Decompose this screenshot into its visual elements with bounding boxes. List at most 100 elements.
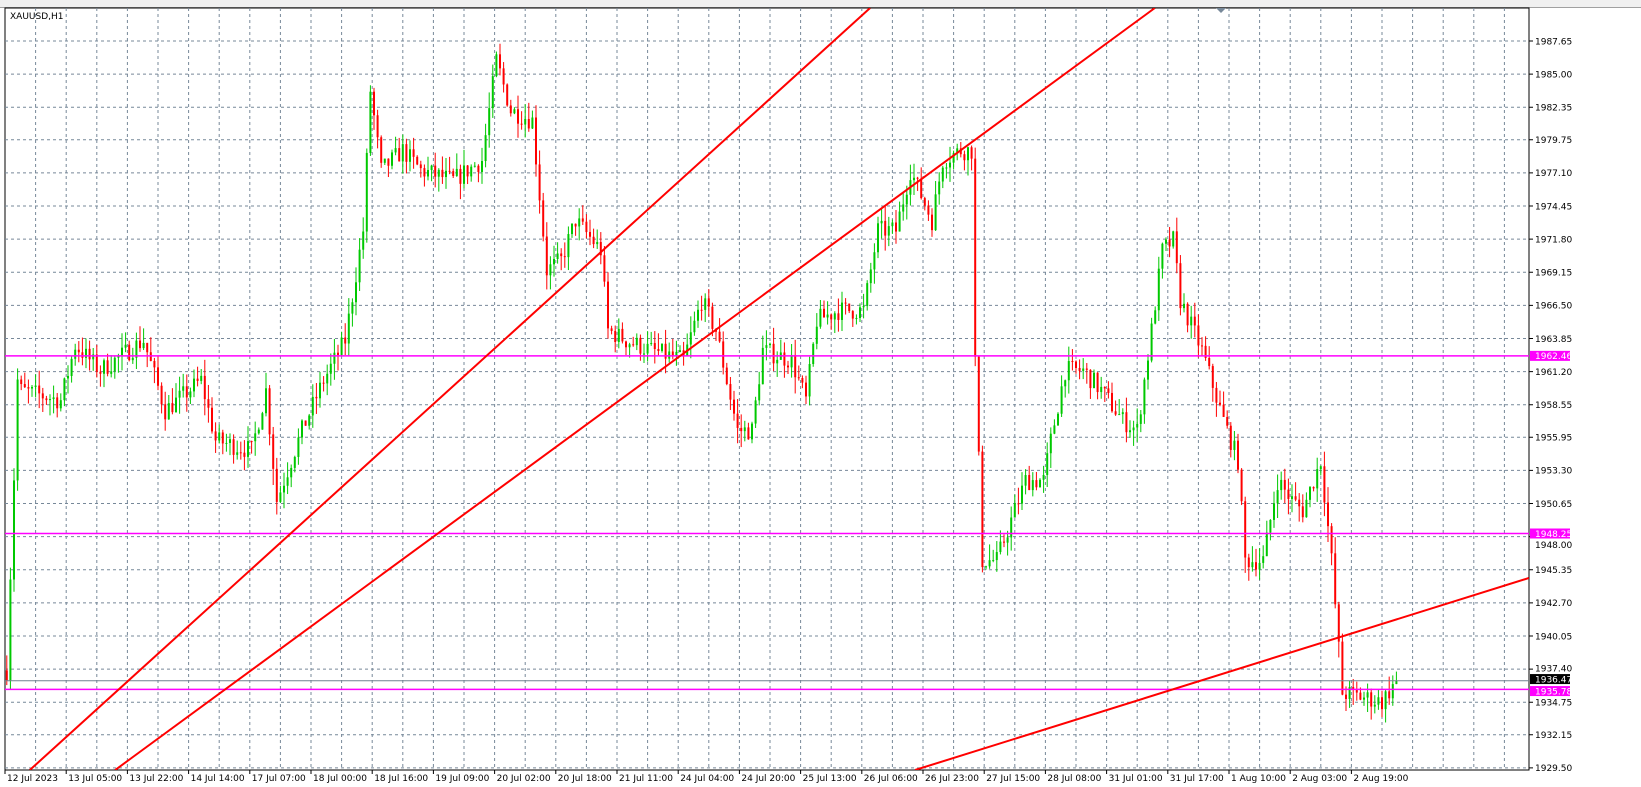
horizontal-levels[interactable]	[5, 355, 1529, 691]
candle	[751, 421, 753, 444]
candle	[848, 303, 851, 314]
time-label: 26 Jul 06:00	[864, 774, 918, 784]
candle	[1114, 400, 1117, 416]
trendline[interactable]	[29, 8, 871, 770]
candle-body	[1024, 475, 1027, 486]
price-label: 1977.10	[1535, 169, 1572, 179]
candle-body	[499, 54, 501, 69]
candle-body	[250, 441, 253, 443]
price-axis[interactable]: 1987.65 1985.00 1982.35 1979.75 1977.10 1974.…	[1529, 37, 1572, 774]
candle-body	[833, 313, 836, 320]
candle	[1323, 451, 1326, 517]
candle-body	[128, 344, 131, 361]
candle	[45, 395, 48, 405]
candle-body	[448, 170, 451, 172]
candle-body	[689, 332, 692, 345]
candle	[790, 343, 793, 378]
candle-body	[124, 344, 127, 348]
candle-body	[513, 109, 516, 114]
candle-body	[826, 314, 829, 318]
price-label: 1963.85	[1535, 335, 1572, 345]
candle-body	[1381, 697, 1383, 710]
candle	[556, 242, 559, 264]
candle-body	[1233, 440, 1236, 450]
candle	[1226, 410, 1229, 429]
candle	[1301, 494, 1304, 523]
trendline[interactable]	[914, 577, 1529, 770]
trendlines[interactable]	[29, 8, 1529, 770]
time-label: 31 Jul 01:00	[1109, 774, 1163, 784]
candle	[718, 318, 721, 343]
candle	[1172, 230, 1175, 249]
current-price-tag: 1936.47	[1535, 675, 1572, 685]
candle-body	[1215, 387, 1218, 403]
candle	[13, 468, 15, 592]
candle	[635, 333, 638, 351]
candle	[837, 298, 840, 332]
candle-body	[535, 117, 537, 165]
candle-body	[1237, 440, 1239, 470]
candle-body	[131, 357, 134, 361]
candle-body	[265, 388, 267, 414]
candle-body	[506, 84, 509, 106]
candle-body	[794, 354, 797, 378]
candle-body	[437, 169, 440, 177]
time-axis[interactable]: 12 Jul 2023 13 Jul 05:00 13 Jul 22:00 14 Ju…	[4, 770, 1409, 784]
candle	[236, 440, 239, 460]
candle	[1075, 360, 1077, 374]
candle	[736, 399, 739, 444]
candle-body	[229, 439, 231, 443]
candle-body	[1229, 425, 1232, 450]
chart-shift-marker-icon[interactable]	[1216, 8, 1226, 13]
candle	[963, 150, 966, 171]
candle-body	[592, 236, 595, 245]
candle	[704, 293, 707, 323]
candle	[481, 147, 483, 184]
candle	[974, 147, 977, 367]
candle-body	[236, 452, 239, 455]
candle	[153, 357, 156, 384]
candle-body	[1035, 480, 1038, 488]
level-price-tag-bg	[1530, 686, 1570, 697]
candle-body	[394, 148, 397, 153]
candle-body	[902, 204, 905, 212]
candle	[1165, 237, 1167, 252]
candle	[783, 342, 786, 378]
chart-area[interactable]	[4, 7, 1530, 771]
candle	[1129, 420, 1131, 438]
candle	[513, 107, 516, 115]
candle	[527, 102, 530, 132]
candle-body	[333, 352, 336, 364]
candle-body	[329, 363, 332, 374]
candle-body	[70, 358, 73, 376]
candle-body	[671, 351, 674, 357]
candle	[992, 549, 995, 563]
trendline[interactable]	[114, 8, 1156, 770]
candle	[553, 245, 555, 277]
candle-body	[1067, 361, 1070, 381]
candle	[304, 420, 307, 426]
candle	[1039, 478, 1041, 488]
candle	[999, 530, 1002, 555]
candle	[466, 164, 469, 185]
candle-body	[412, 149, 415, 157]
candle-body	[1247, 557, 1250, 568]
candle-body	[769, 343, 771, 346]
candle-body	[1201, 345, 1203, 347]
candle-body	[315, 396, 318, 399]
candle-body	[733, 399, 735, 414]
time-label: 18 Jul 16:00	[374, 774, 428, 784]
candle	[743, 420, 746, 442]
candle-body	[423, 168, 426, 177]
candle-body	[1366, 692, 1369, 698]
candle-body	[347, 313, 350, 344]
candle	[643, 343, 645, 364]
candle-body	[607, 281, 609, 329]
candle	[823, 300, 825, 318]
candle-body	[49, 399, 51, 401]
candle	[488, 92, 491, 148]
candle	[27, 379, 30, 404]
candle-body	[643, 353, 645, 355]
candle-body	[121, 347, 123, 357]
